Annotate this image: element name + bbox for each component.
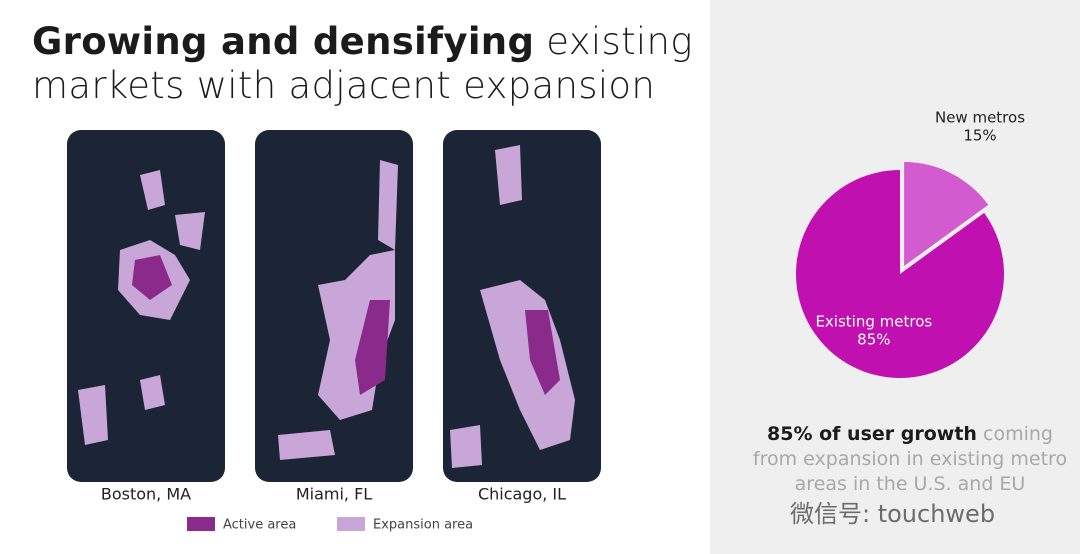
title: Growing and densifying existing markets w…	[32, 20, 693, 108]
legend-swatch	[187, 517, 215, 531]
pie-slice	[796, 170, 1005, 378]
slice-label: New metros	[935, 109, 1025, 127]
slice-value: 15%	[963, 127, 996, 145]
callout-text: coming from expansion in existing metro …	[752, 423, 1068, 495]
map-chicago	[443, 130, 601, 482]
pie-slice	[904, 161, 989, 266]
map-label: Chicago, IL	[478, 485, 566, 504]
slice-label: Existing metros	[815, 312, 932, 330]
map-label: Miami, FL	[296, 485, 372, 504]
map-boston	[67, 130, 225, 482]
slice-value: 85%	[857, 330, 890, 348]
title-line: existing	[546, 20, 693, 63]
title-line: markets with adjacent expansion	[32, 64, 656, 107]
title-bold: Growing and densifying	[32, 20, 535, 63]
legend-swatch	[337, 517, 365, 531]
map-miami	[255, 130, 413, 482]
callout: 85% of user growth coming from expansion…	[745, 422, 1075, 497]
watermark: 微信号: touchweb	[790, 500, 996, 528]
callout-bold: 85% of user growth	[767, 423, 977, 445]
map-label: Boston, MA	[101, 485, 191, 504]
legend-label: Active area	[223, 518, 296, 533]
legend-label: Expansion area	[373, 518, 473, 533]
